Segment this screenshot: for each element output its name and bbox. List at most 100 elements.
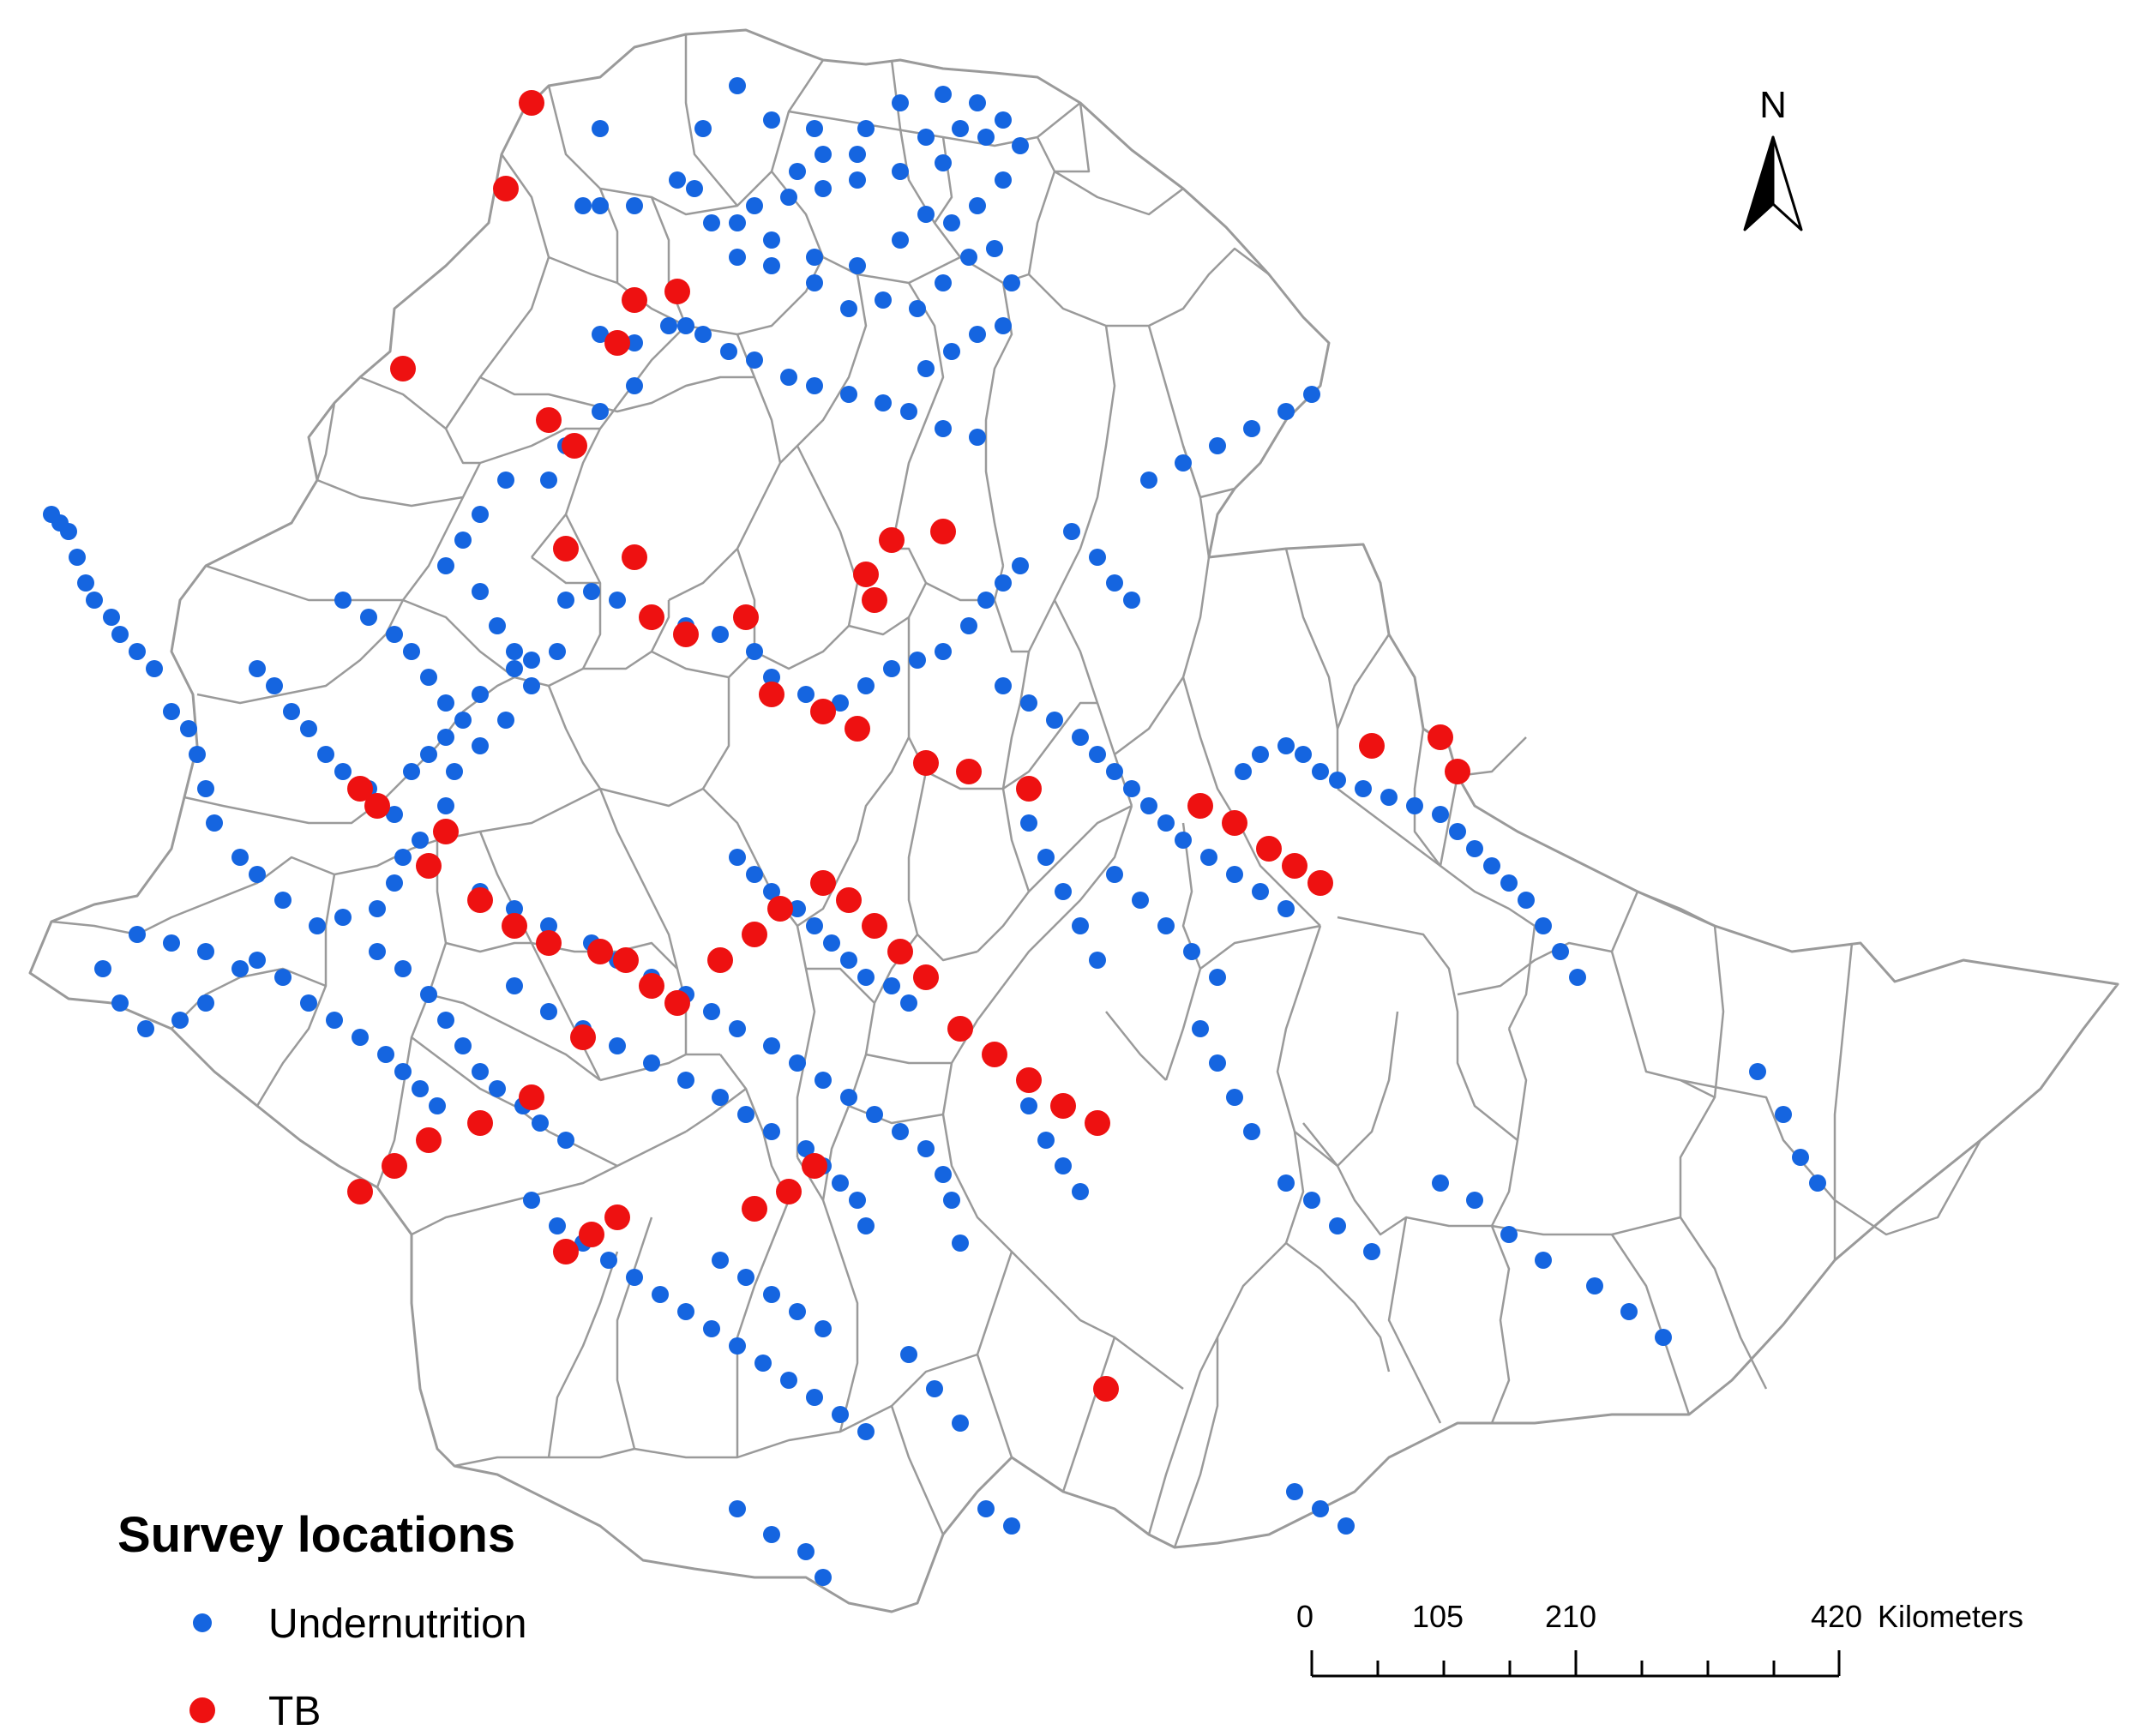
undernutrition-point [1518,892,1535,909]
tb-point [913,964,939,990]
undernutrition-point [1140,797,1157,814]
undernutrition-point [832,1406,849,1423]
tb-point [1307,870,1333,896]
undernutrition-point [446,763,463,780]
undernutrition-point [815,1320,832,1337]
undernutrition-point [189,746,206,763]
tb-point [673,622,699,647]
undernutrition-point [712,1252,729,1269]
legend-title: Survey locations [117,1507,515,1563]
tb-point [836,887,862,913]
undernutrition-point [969,326,986,343]
tb-point [862,587,887,613]
undernutrition-point [1106,763,1123,780]
undernutrition-point [806,1389,823,1406]
tb-point [347,1179,373,1204]
zone-boundaries [51,34,1982,1548]
undernutrition-point [815,180,832,197]
undernutrition-point [1072,729,1089,746]
undernutrition-point [472,1063,489,1080]
undernutrition-point [197,780,214,797]
undernutrition-point [857,1423,875,1440]
tb-point [1187,793,1213,819]
undernutrition-point [763,883,780,900]
undernutrition-point [540,472,557,489]
undernutrition-point [806,120,823,137]
undernutrition-point [797,686,815,703]
tb-point [664,990,690,1016]
undernutrition-point [729,77,746,94]
undernutrition-point [737,1106,754,1123]
undernutrition-point [1295,746,1312,763]
undernutrition-point [1775,1106,1792,1123]
tb-point [930,519,956,544]
undernutrition-point [437,694,454,712]
tb-point [433,819,459,844]
undernutrition-point [506,643,523,660]
undernutrition-point [746,351,763,369]
tb-point [862,913,887,939]
undernutrition-point [952,1415,969,1432]
undernutrition-point [823,934,840,952]
undernutrition-point [1329,772,1346,789]
tb-point [604,330,630,356]
undernutrition-point [763,257,780,274]
tb-point [622,287,647,313]
undernutrition-point [1355,780,1372,797]
undernutrition-point [703,1320,720,1337]
undernutrition-point [1586,1277,1603,1294]
undernutrition-point [1200,849,1217,866]
undernutrition-point [857,677,875,694]
undernutrition-point [763,1526,780,1543]
undernutrition-point [892,94,909,111]
undernutrition-point [1072,917,1089,934]
undernutrition-point [840,386,857,403]
undernutrition-point [1243,1123,1260,1140]
tb-point [913,750,939,776]
undernutrition-point [549,643,566,660]
undernutrition-point [86,592,103,609]
undernutrition-point [1175,832,1192,849]
undernutrition-point [1312,763,1329,780]
undernutrition-point [840,952,857,969]
undernutrition-point [789,1054,806,1072]
undernutrition-point [420,669,437,686]
undernutrition-point [763,1123,780,1140]
undernutrition-point [1535,1252,1552,1269]
undernutrition-point [412,1080,429,1097]
undernutrition-point [592,120,609,137]
undernutrition-point [249,952,266,969]
undernutrition-point [283,703,300,720]
undernutrition-point [1466,1192,1483,1209]
undernutrition-point [1303,1192,1320,1209]
undernutrition-point [1003,274,1020,291]
undernutrition-point [1552,943,1569,960]
tb-point [742,1196,767,1222]
undernutrition-point [1809,1174,1826,1192]
undernutrition-point [660,317,677,334]
undernutrition-point [1063,523,1080,540]
undernutrition-point [909,652,926,669]
undernutrition-point [1655,1329,1672,1346]
undernutrition-point [780,369,797,386]
undernutrition-point [111,994,129,1012]
undernutrition-point [472,506,489,523]
undernutrition-point [1106,574,1123,592]
undernutrition-point [677,1303,694,1320]
tb-point [982,1042,1007,1067]
undernutrition-point [754,1355,772,1372]
undernutrition-point [386,626,403,643]
undernutrition-point [720,343,737,360]
undernutrition-point [789,163,806,180]
undernutrition-point [969,429,986,446]
tb-point [759,682,784,707]
tb-point [467,1110,493,1136]
tb-point [382,1153,407,1179]
undernutrition-point [900,1346,917,1363]
undernutrition-point [1012,137,1029,154]
undernutrition-point [334,763,352,780]
undernutrition-point [900,994,917,1012]
undernutrition-point [197,994,214,1012]
tb-point [519,1084,544,1110]
undernutrition-point [694,326,712,343]
